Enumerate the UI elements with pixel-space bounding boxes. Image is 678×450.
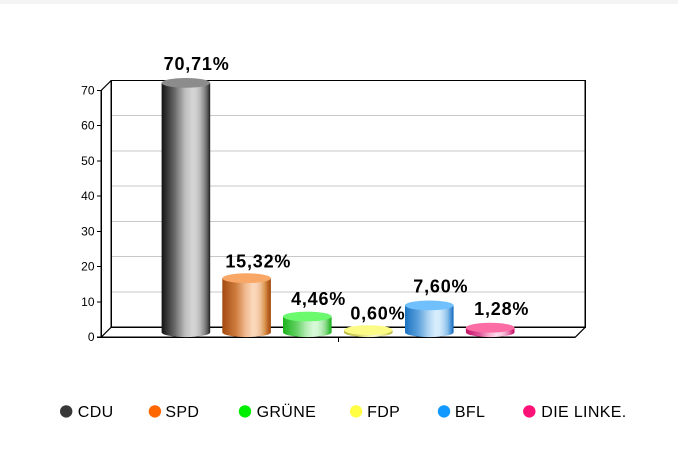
svg-text:CDU: CDU: [78, 404, 114, 421]
svg-text:GRÜNE: GRÜNE: [257, 403, 317, 421]
svg-text:1,28%: 1,28%: [474, 299, 529, 319]
svg-text:FDP: FDP: [367, 404, 400, 421]
svg-text:70: 70: [81, 83, 95, 97]
svg-text:BFL: BFL: [455, 404, 485, 421]
svg-text:70,71%: 70,71%: [164, 54, 230, 74]
svg-text:7,60%: 7,60%: [413, 277, 468, 297]
svg-text:4,46%: 4,46%: [291, 289, 346, 309]
svg-text:50: 50: [81, 154, 95, 168]
svg-text:40: 40: [81, 189, 95, 203]
svg-text:30: 30: [81, 224, 95, 238]
svg-text:0: 0: [88, 330, 95, 344]
svg-text:DIE LINKE.: DIE LINKE.: [541, 404, 626, 421]
svg-text:0,60%: 0,60%: [350, 304, 405, 324]
svg-text:60: 60: [81, 119, 95, 133]
svg-text:SPD: SPD: [165, 404, 199, 421]
svg-text:10: 10: [81, 295, 95, 309]
svg-text:15,32%: 15,32%: [225, 252, 291, 272]
svg-text:20: 20: [81, 260, 95, 274]
